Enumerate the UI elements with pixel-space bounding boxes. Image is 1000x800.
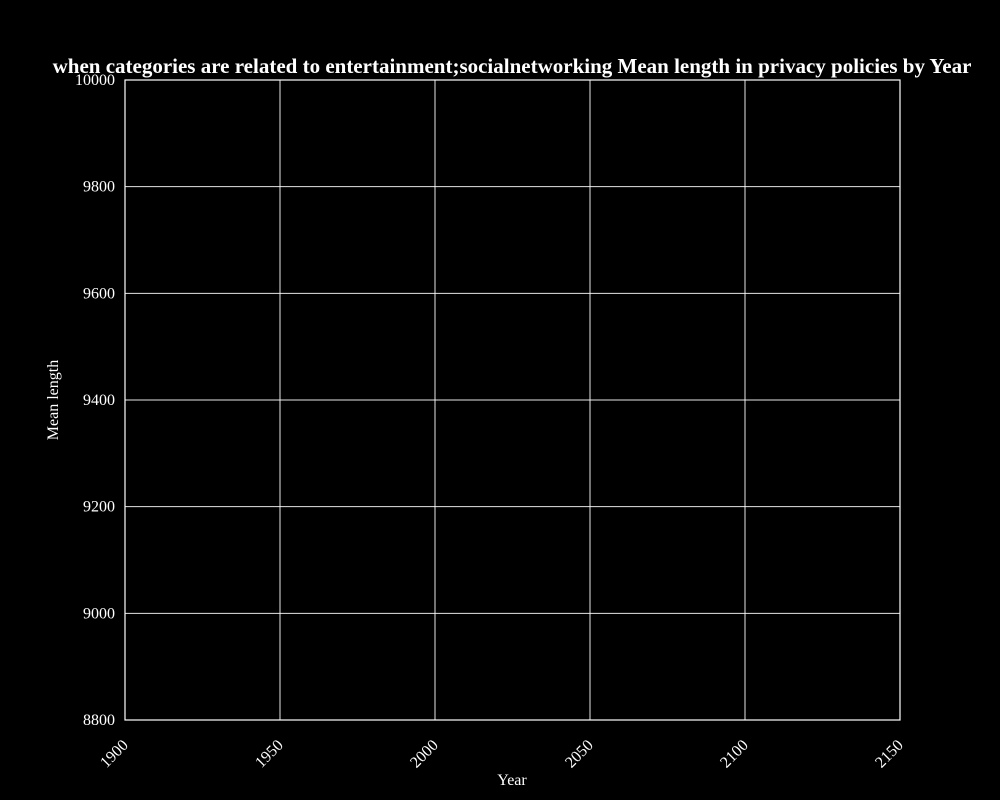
y-tick-label: 9600: [83, 285, 115, 302]
y-tick-label: 9000: [83, 605, 115, 622]
x-axis-label: Year: [497, 772, 527, 789]
y-tick-label: 10000: [75, 72, 115, 89]
chart-title: when categories are related to entertain…: [53, 54, 972, 78]
y-axis-label: Mean length: [45, 360, 62, 440]
y-tick-label: 9400: [83, 392, 115, 409]
plot-area-frame: [124, 79, 901, 721]
y-axis-ticks: 8800 9000 9200 9400 9600 9800 10000: [75, 72, 115, 729]
grid-lines: [124, 79, 901, 721]
y-tick-label: 9200: [83, 499, 115, 516]
y-tick-label: 9800: [83, 179, 115, 196]
y-tick-label: 8800: [83, 712, 115, 729]
